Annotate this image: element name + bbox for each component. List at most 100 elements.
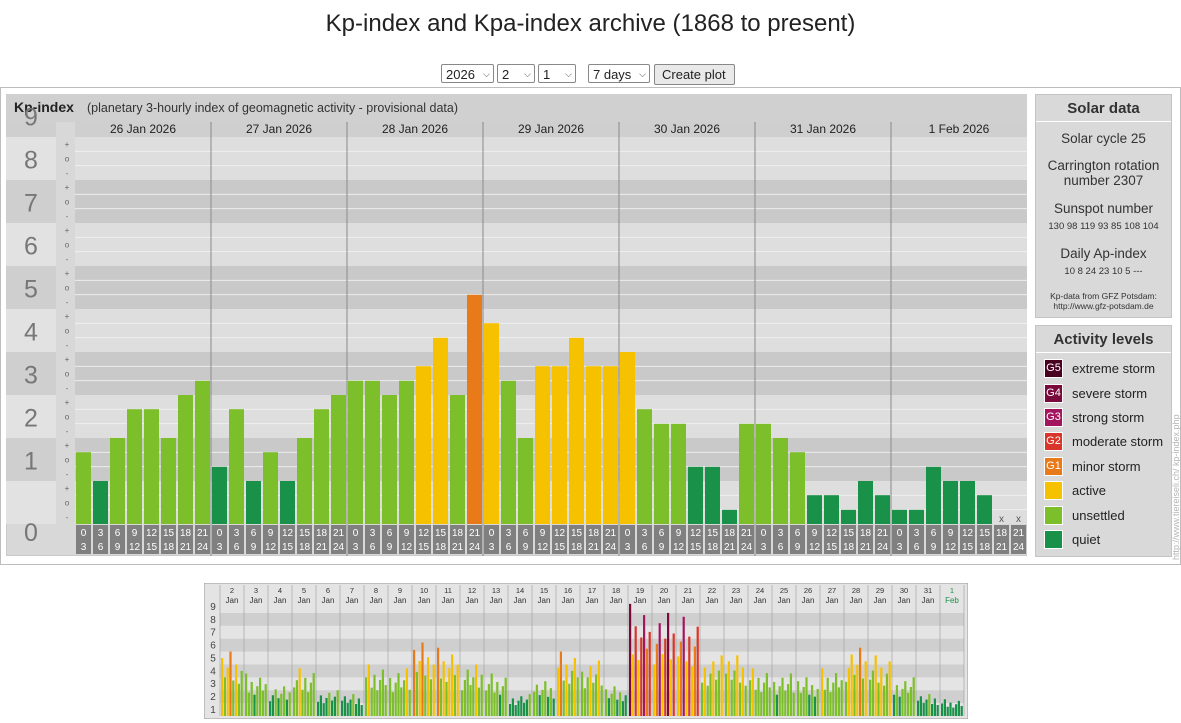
kp-subtitle: (planetary 3-hourly index of geomagnetic…	[87, 101, 458, 115]
overview-month-label: Jan	[586, 596, 599, 605]
hour-cell	[994, 525, 1009, 554]
side-link[interactable]: http://www.tiereiseli.ch/ kp-index.php	[1171, 414, 1181, 560]
overview-bar	[928, 694, 931, 716]
level-band	[75, 180, 1027, 223]
overview-bar	[888, 661, 891, 716]
kp-bar	[756, 423, 771, 524]
overview-day-number: 19	[636, 586, 644, 595]
hour-cell	[569, 525, 584, 554]
span-select[interactable]: 7 days ⌵	[588, 64, 650, 83]
overview-bar	[811, 685, 814, 716]
kp-bar	[433, 337, 448, 524]
hour-end-label: 3	[761, 542, 767, 553]
create-plot-button[interactable]: Create plot	[654, 64, 735, 85]
overview-bar	[691, 666, 694, 716]
hour-start-label: 12	[826, 528, 838, 539]
source-link[interactable]: http://www.gfz-potsdam.de	[1053, 301, 1154, 311]
hour-end-label: 24	[1013, 542, 1025, 553]
hour-start-label: 9	[540, 528, 546, 539]
overview-month-label: Jan	[490, 596, 503, 605]
hour-start-label: 15	[979, 528, 991, 539]
hour-end-label: 3	[217, 542, 223, 553]
kp-bar	[263, 452, 278, 524]
overview-bar	[336, 690, 339, 716]
y-tick-label: 4	[24, 319, 38, 347]
hour-cell	[960, 525, 975, 554]
kp-title: Kp-index	[14, 99, 74, 115]
hour-end-label: 6	[370, 542, 376, 553]
overview-bar	[667, 612, 670, 716]
overview-bar	[581, 671, 584, 716]
overview-month-label: Jan	[706, 596, 719, 605]
hour-cell	[926, 525, 941, 554]
overview-month-label: Jan	[754, 596, 767, 605]
overview-bar	[757, 677, 760, 716]
overview-month-label: Jan	[274, 596, 287, 605]
minor-tick-label: -	[66, 470, 69, 479]
overview-bar	[797, 681, 800, 716]
kp-bar	[875, 495, 890, 524]
overview-bar	[760, 692, 763, 716]
kp-bar	[280, 481, 295, 524]
kp-bar	[637, 409, 652, 524]
overview-bar	[523, 702, 526, 716]
hour-cell	[365, 525, 380, 554]
hour-end-label: 18	[299, 542, 311, 553]
sunspot-label: Sunspot number	[1053, 201, 1154, 216]
overview-bar	[763, 682, 766, 716]
overview-bar	[226, 667, 229, 716]
year-select[interactable]: 2026 ⌵	[441, 64, 494, 83]
overview-bar	[480, 674, 483, 716]
hour-cell	[586, 525, 601, 554]
overview-bar	[405, 668, 408, 716]
y-label-band	[6, 438, 56, 481]
overview-bar	[592, 682, 595, 716]
overview-bar	[688, 636, 691, 716]
overview-bar	[936, 705, 939, 716]
overview-bar	[773, 681, 776, 716]
hour-start-label: 0	[625, 528, 631, 539]
hour-cell	[671, 525, 686, 554]
level-label: quiet	[1072, 532, 1101, 547]
overview-bar	[432, 664, 435, 716]
hour-cell	[144, 525, 159, 554]
overview-bar	[880, 667, 883, 716]
overview-bar	[589, 666, 592, 716]
day-select[interactable]: 1 ⌵	[538, 64, 576, 83]
hour-start-label: 6	[115, 528, 121, 539]
month-select[interactable]: 2 ⌵	[497, 64, 535, 83]
overview-bar	[309, 682, 312, 716]
overview-day-number: 3	[254, 586, 258, 595]
hour-cell	[824, 525, 839, 554]
overview-bar	[765, 673, 768, 716]
hour-start-label: 18	[860, 528, 872, 539]
overview-day-number: 23	[732, 586, 740, 595]
overview-bar	[525, 699, 528, 716]
kp-bar	[586, 366, 601, 524]
hour-cell	[76, 525, 91, 554]
overview-bar	[871, 670, 874, 716]
solar-data-panel: Solar data Solar cycle 25 Carrington rot…	[1035, 94, 1172, 318]
hour-end-label: 9	[931, 542, 937, 553]
overview-bar	[501, 686, 504, 716]
hour-cell	[331, 525, 346, 554]
hour-cell	[195, 525, 210, 554]
overview-bar	[307, 692, 310, 716]
level-swatch: G5	[1044, 359, 1063, 378]
hour-end-label: 21	[724, 542, 736, 553]
hour-start-label: 15	[707, 528, 719, 539]
overview-bar	[715, 679, 718, 716]
overview-bar	[727, 661, 730, 716]
overview-month-label: Jan	[826, 596, 839, 605]
overview-bar	[917, 700, 920, 716]
y-label-band	[6, 266, 56, 309]
level-label: severe storm	[1072, 386, 1148, 401]
kp-bar	[314, 409, 329, 524]
minor-tick-label: o	[65, 155, 70, 164]
page-title: Kp-index and Kpa-index archive (1868 to …	[325, 10, 856, 37]
kp-bar	[161, 438, 176, 524]
hour-cell	[909, 525, 924, 554]
overview-bar	[703, 667, 706, 716]
hour-cell	[875, 525, 890, 554]
hour-start-label: 15	[299, 528, 311, 539]
